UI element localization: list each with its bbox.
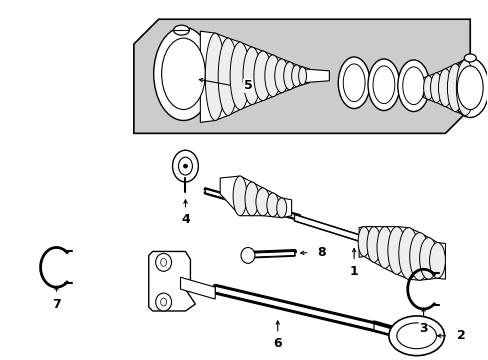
Polygon shape	[294, 215, 364, 243]
Polygon shape	[200, 31, 309, 122]
Ellipse shape	[429, 73, 442, 103]
Polygon shape	[205, 189, 299, 220]
Ellipse shape	[398, 228, 418, 279]
Polygon shape	[358, 227, 445, 280]
Ellipse shape	[161, 298, 166, 306]
Ellipse shape	[243, 47, 260, 105]
Text: 4: 4	[181, 213, 189, 226]
Ellipse shape	[423, 76, 433, 100]
Ellipse shape	[264, 55, 280, 96]
Ellipse shape	[291, 65, 301, 87]
Ellipse shape	[253, 51, 271, 100]
Ellipse shape	[172, 150, 198, 182]
Ellipse shape	[255, 188, 269, 216]
Ellipse shape	[402, 67, 424, 105]
Text: 6: 6	[273, 337, 282, 350]
Text: 1: 1	[349, 265, 358, 278]
Ellipse shape	[155, 293, 171, 311]
Ellipse shape	[343, 64, 365, 102]
Ellipse shape	[283, 62, 295, 90]
Polygon shape	[148, 251, 195, 311]
Ellipse shape	[450, 58, 488, 117]
Ellipse shape	[205, 33, 224, 121]
Ellipse shape	[455, 60, 473, 116]
Ellipse shape	[456, 66, 482, 109]
Ellipse shape	[230, 42, 249, 109]
Polygon shape	[244, 251, 294, 257]
Ellipse shape	[447, 64, 462, 112]
Text: 2: 2	[456, 329, 465, 342]
Ellipse shape	[367, 59, 399, 111]
Ellipse shape	[428, 243, 445, 278]
Ellipse shape	[155, 253, 171, 271]
Text: 5: 5	[243, 79, 252, 92]
Polygon shape	[423, 60, 474, 116]
Ellipse shape	[266, 193, 278, 217]
Ellipse shape	[173, 25, 189, 35]
Ellipse shape	[241, 247, 254, 264]
Ellipse shape	[298, 67, 306, 85]
Text: 3: 3	[418, 322, 427, 336]
Text: 8: 8	[316, 246, 325, 259]
Polygon shape	[215, 286, 378, 331]
Ellipse shape	[376, 227, 392, 268]
Polygon shape	[302, 69, 328, 83]
Ellipse shape	[233, 176, 246, 216]
Ellipse shape	[438, 69, 451, 107]
Ellipse shape	[366, 227, 380, 262]
Ellipse shape	[357, 227, 369, 256]
Polygon shape	[180, 277, 215, 299]
Ellipse shape	[463, 54, 475, 62]
Ellipse shape	[162, 38, 205, 109]
Ellipse shape	[397, 60, 428, 112]
Ellipse shape	[153, 27, 213, 121]
Ellipse shape	[396, 323, 436, 349]
Ellipse shape	[178, 157, 192, 175]
Ellipse shape	[274, 59, 288, 93]
Ellipse shape	[276, 198, 286, 218]
Ellipse shape	[161, 258, 166, 266]
Ellipse shape	[419, 238, 437, 279]
Ellipse shape	[409, 233, 428, 280]
Ellipse shape	[338, 57, 369, 109]
Ellipse shape	[372, 66, 394, 104]
Polygon shape	[220, 176, 291, 218]
Ellipse shape	[218, 38, 238, 116]
Ellipse shape	[244, 182, 258, 216]
Polygon shape	[134, 19, 469, 133]
Text: 7: 7	[52, 297, 61, 311]
Ellipse shape	[183, 164, 187, 168]
Ellipse shape	[388, 316, 444, 356]
Ellipse shape	[387, 227, 405, 274]
Polygon shape	[373, 324, 398, 337]
